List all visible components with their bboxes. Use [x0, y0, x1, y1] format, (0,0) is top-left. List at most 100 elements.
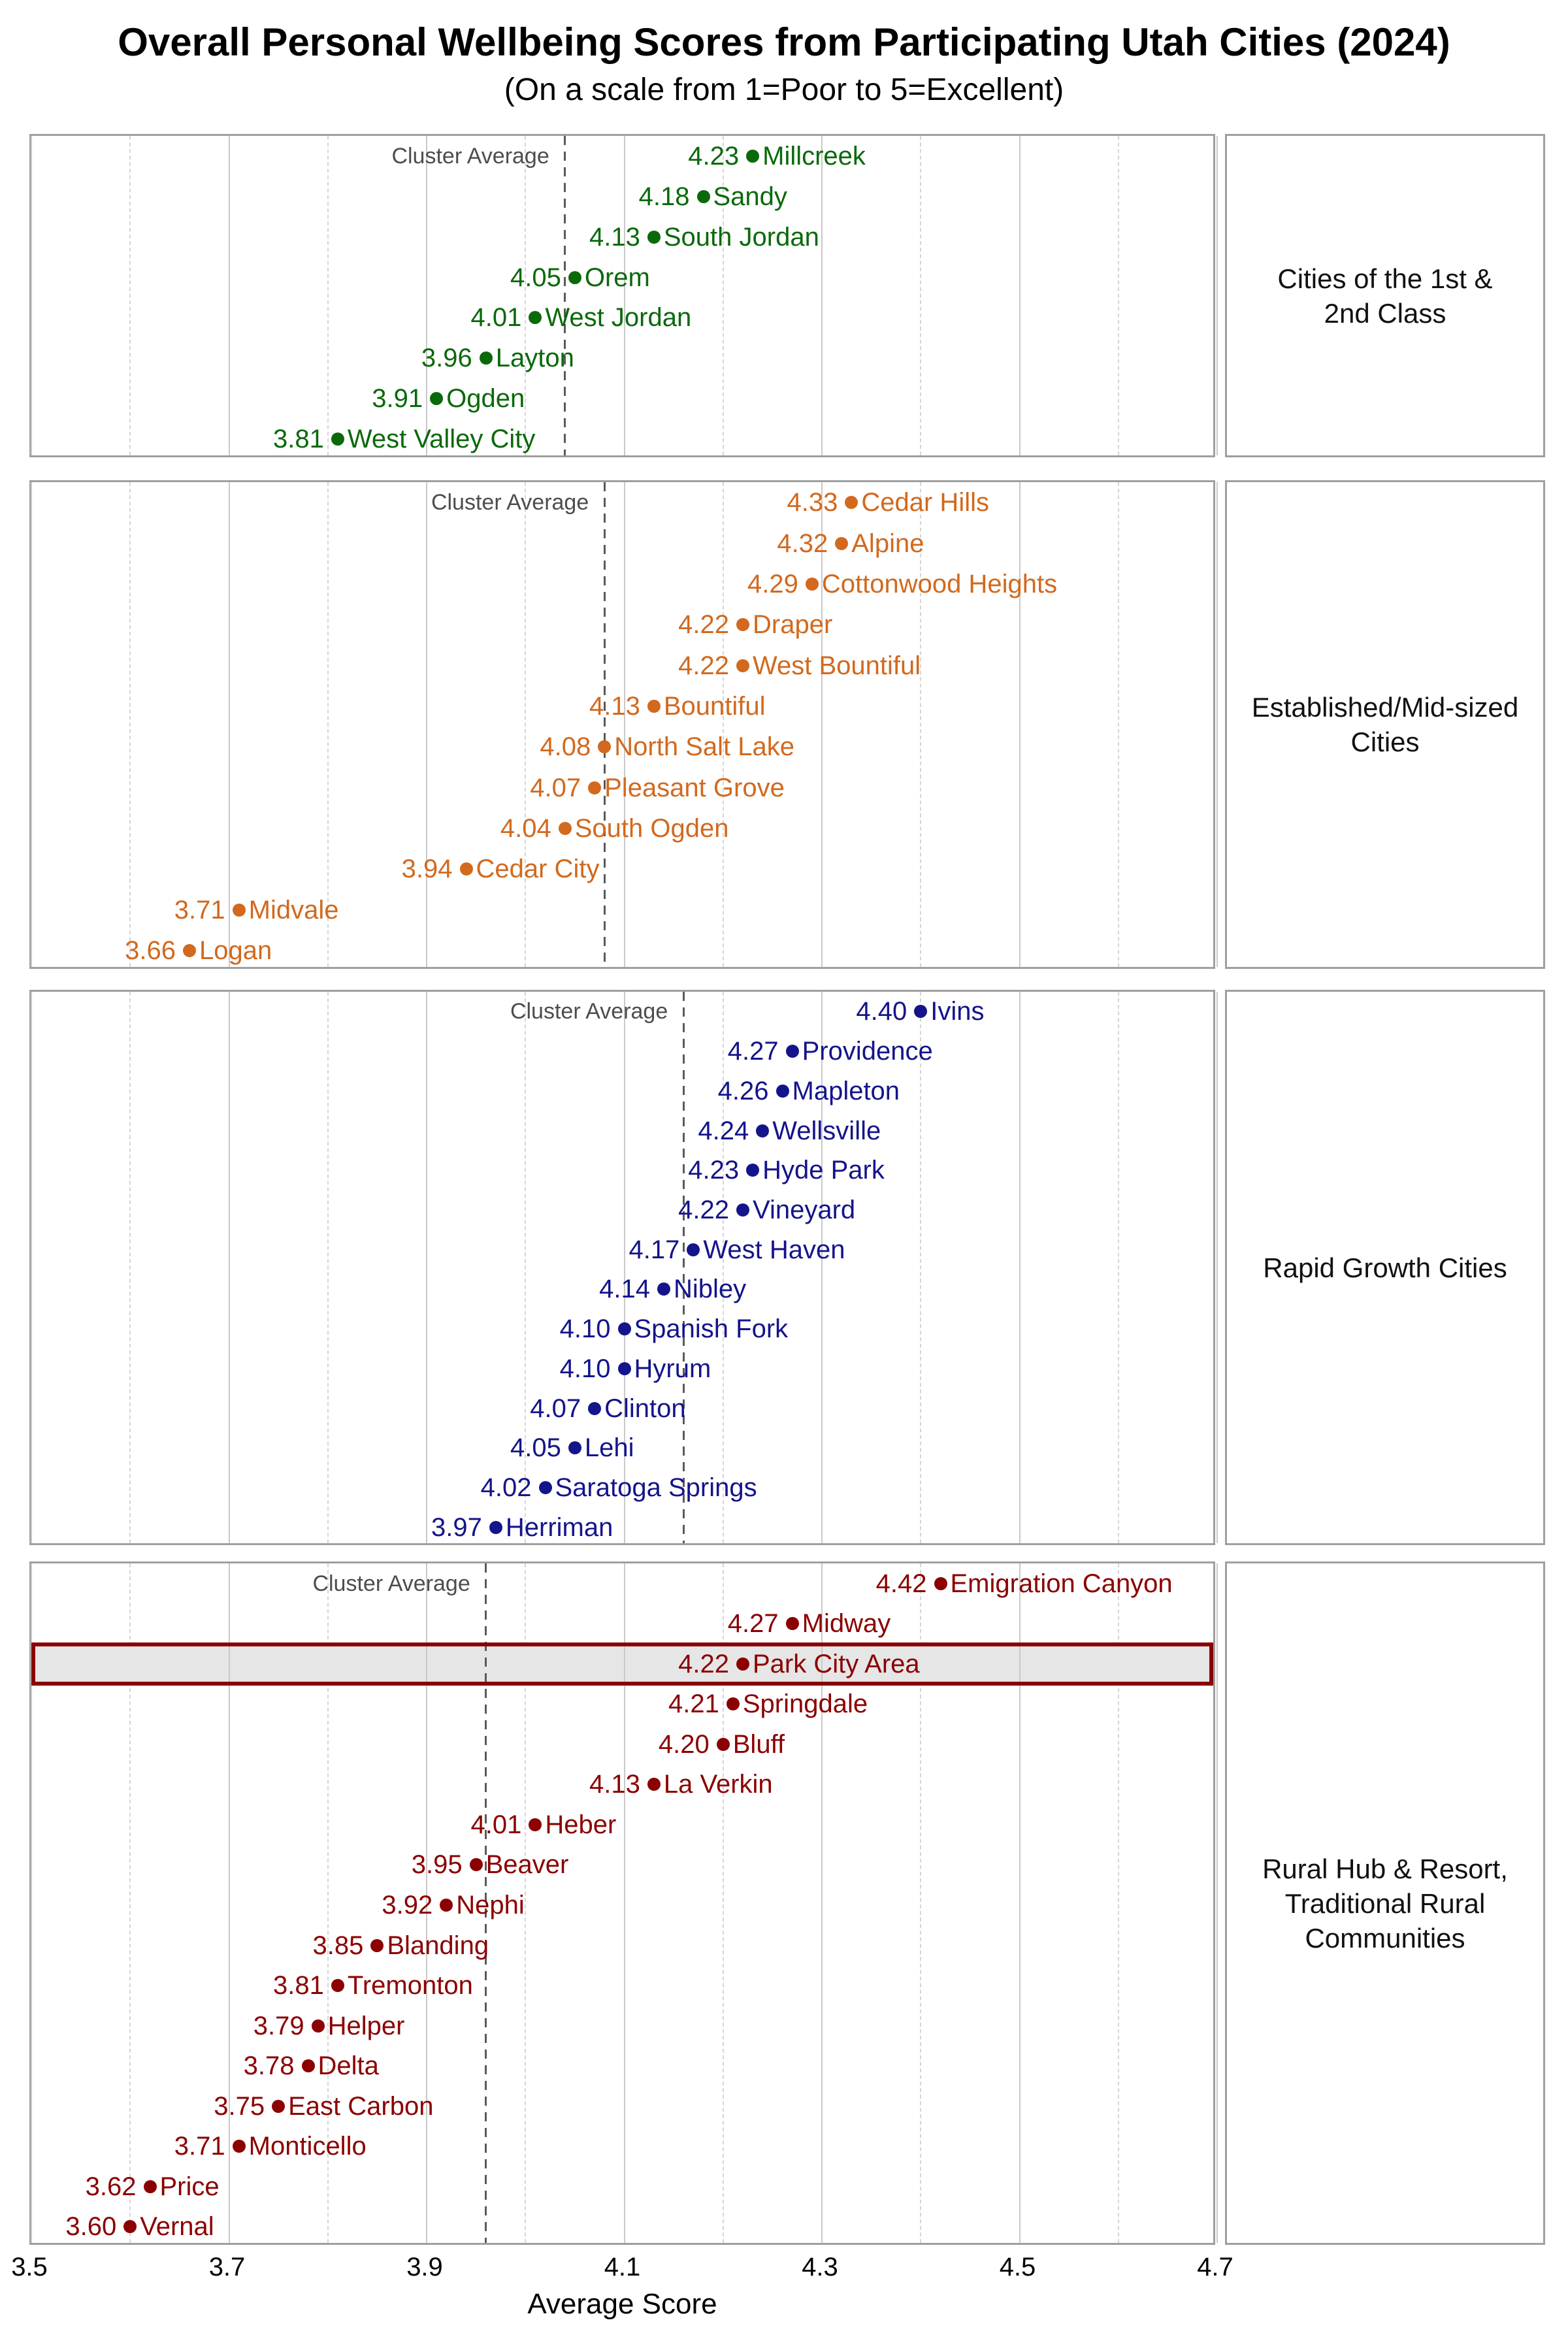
gridline-major	[821, 482, 823, 967]
gridline-major	[1019, 482, 1021, 967]
data-point-dot	[183, 943, 196, 957]
data-point-dot	[568, 1441, 581, 1455]
gridline-major	[1019, 1563, 1021, 2243]
data-point-dot	[331, 433, 344, 446]
data-point-dot	[370, 1938, 384, 1952]
city-score-value: 4.04	[500, 813, 551, 843]
facet-panel-4: Cluster Average 4.42 Emigration Canyon 4.27…	[29, 1561, 1218, 2245]
city-score-value: 3.91	[372, 384, 423, 414]
facet-strip-label-line: Traditional Rural	[1284, 1887, 1486, 1919]
city-score-value: 4.18	[638, 182, 690, 211]
facet-strip-4: Rural Hub & Resort, Traditional Rural Comm…	[1225, 1561, 1545, 2245]
city-name-label: Spanish Fork	[634, 1315, 789, 1344]
data-point-dot	[272, 2099, 286, 2113]
facet-strip-3: Rapid Growth Cities	[1225, 990, 1545, 1545]
city-score-value: 4.01	[470, 1810, 522, 1839]
facet-strip-label-line: Cities of the 1st &	[1277, 263, 1493, 294]
facet-panel-3: Cluster Average 4.40 Ivins 4.27 Providence 4.…	[29, 990, 1218, 1545]
data-point-dot	[716, 1737, 730, 1751]
city-score-value: 4.07	[530, 773, 581, 802]
gridline-major	[1019, 136, 1021, 455]
cluster-average-line	[682, 992, 685, 1543]
gridline-minor	[920, 992, 922, 1543]
city-score-value: 4.32	[777, 529, 828, 558]
gridline-minor	[525, 136, 527, 455]
data-point-dot	[934, 1576, 947, 1590]
data-point-dot	[598, 740, 612, 754]
x-tick-label: 3.7	[208, 2253, 246, 2281]
city-score-value: 3.92	[382, 1891, 433, 1919]
data-point-dot	[776, 1084, 789, 1098]
data-point-dot	[311, 2019, 325, 2033]
gridline-major	[426, 136, 427, 455]
city-name-label: Herriman	[505, 1512, 613, 1542]
city-name-label: West Haven	[703, 1235, 845, 1264]
city-score-value: 4.22	[678, 651, 729, 680]
data-point-dot	[430, 392, 444, 406]
data-rows: 4.42 Emigration Canyon 4.27 Midway 4.22 Park …	[31, 1563, 1213, 2243]
gridline-minor	[327, 1563, 329, 2243]
data-point-dot	[845, 496, 858, 510]
city-score-value: 3.96	[421, 344, 472, 373]
x-tick-label: 3.5	[11, 2253, 48, 2281]
data-point-dot	[647, 230, 661, 244]
city-name-label: Bountiful	[663, 691, 766, 721]
city-name-label: Mapleton	[792, 1076, 900, 1105]
city-name-label: La Verkin	[663, 1770, 773, 1799]
city-score-value: 3.75	[214, 2091, 265, 2121]
city-score-value: 4.13	[589, 691, 640, 721]
gridline-minor	[1117, 1563, 1119, 2243]
data-point-dot	[736, 1657, 749, 1671]
gridline-minor	[129, 1563, 131, 2243]
gridline-major	[31, 136, 32, 455]
data-point-dot	[588, 781, 602, 794]
city-score-value: 4.22	[678, 610, 729, 640]
city-score-value: 4.05	[510, 1433, 561, 1463]
data-rows: 4.40 Ivins 4.27 Providence 4.26 Mapleton 4.24 W…	[31, 992, 1213, 1543]
gridline-major	[31, 1563, 32, 2243]
gridline-major	[228, 136, 230, 455]
city-score-value: 3.71	[174, 2132, 225, 2161]
city-name-label: Draper	[753, 610, 833, 640]
city-score-value: 4.33	[787, 488, 838, 517]
gridline-minor	[525, 1563, 527, 2243]
city-name-label: Hyrum	[634, 1354, 711, 1383]
data-rows: 4.33 Cedar Hills 4.32 Alpine 4.29 Cottonwood …	[31, 482, 1213, 967]
gridline-minor	[525, 992, 527, 1543]
data-point-dot	[331, 1979, 344, 1993]
data-point-dot	[529, 1818, 542, 1831]
gridline-minor	[1117, 992, 1119, 1543]
data-point-dot	[805, 577, 819, 591]
gridline-minor	[129, 136, 131, 455]
data-point-dot	[123, 2220, 137, 2234]
facet-strip-label-line: 2nd Class	[1324, 297, 1446, 329]
cluster-average-label: Cluster Average	[312, 1571, 470, 1596]
city-name-label: Nephi	[456, 1891, 525, 1919]
city-name-label: Millcreek	[762, 141, 866, 171]
data-point-dot	[538, 1480, 552, 1494]
city-name-label: Bluff	[732, 1729, 785, 1759]
city-score-value: 4.05	[510, 263, 561, 292]
facet-strip-2: Established/Mid-sized Cities	[1225, 480, 1545, 969]
city-name-label: Blanding	[387, 1931, 489, 1960]
data-point-dot	[746, 149, 760, 163]
city-score-value: 4.02	[480, 1473, 532, 1502]
city-name-label: West Jordan	[545, 303, 692, 333]
city-name-label: Sandy	[713, 182, 787, 211]
city-name-label: Vernal	[140, 2212, 214, 2242]
city-name-label: Logan	[199, 936, 272, 965]
gridline-minor	[722, 1563, 724, 2243]
city-name-label: Nibley	[674, 1275, 747, 1304]
data-point-dot	[736, 659, 749, 672]
city-name-label: Providence	[802, 1037, 933, 1066]
data-point-dot	[529, 311, 542, 325]
city-score-value: 3.81	[273, 425, 324, 454]
facet-strip-label-line: Rural Hub & Resort,	[1262, 1853, 1508, 1884]
gridline-minor	[327, 482, 329, 967]
city-score-value: 4.10	[559, 1354, 611, 1383]
city-name-label: South Ogden	[574, 813, 729, 843]
city-name-label: Heber	[545, 1810, 617, 1839]
city-name-label: Orem	[584, 263, 650, 292]
city-score-value: 3.79	[253, 2011, 304, 2040]
